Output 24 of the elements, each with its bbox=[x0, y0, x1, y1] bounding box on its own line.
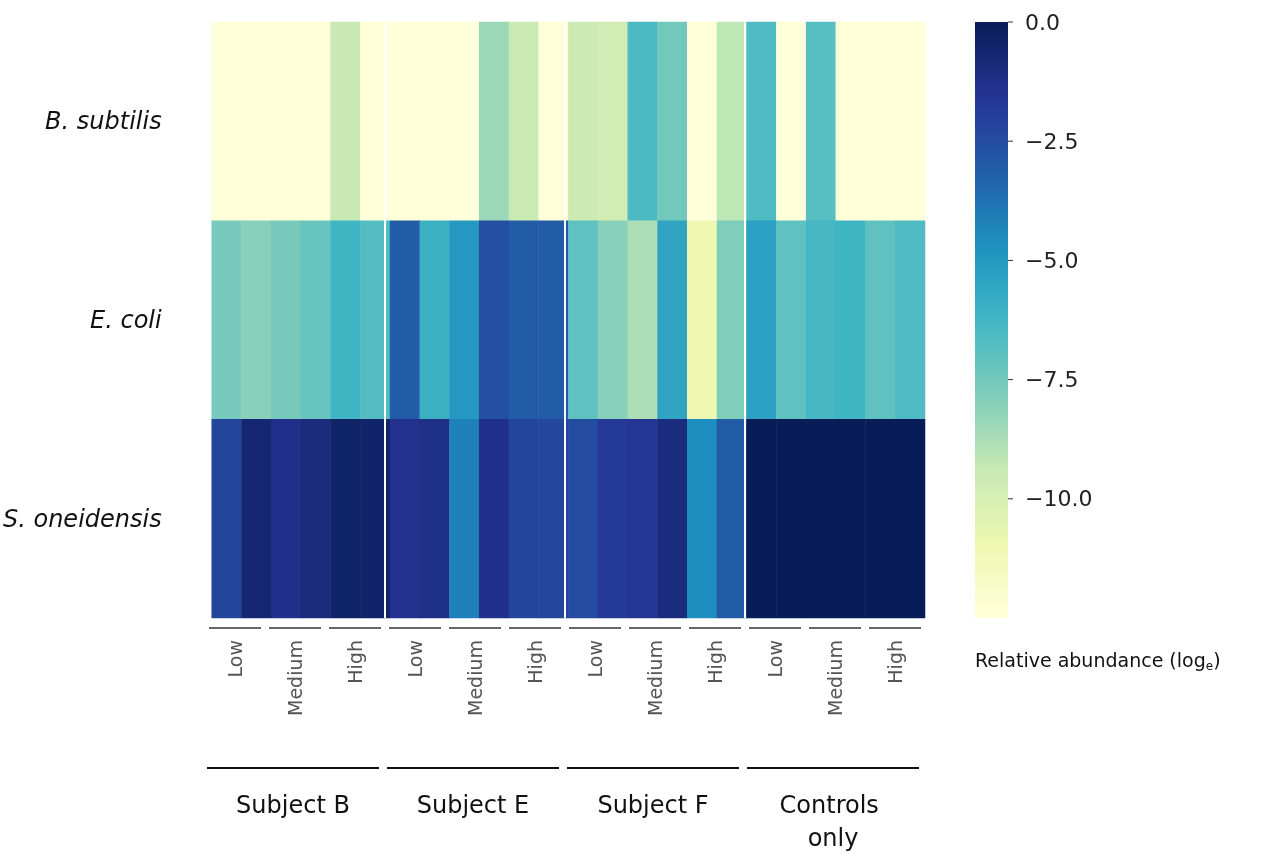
text: Subject E bbox=[416, 790, 530, 819]
x-tick-label: Low bbox=[764, 640, 786, 678]
x-tick-label: Low bbox=[224, 640, 246, 678]
color-bar-label: 0.0 bbox=[1025, 9, 1060, 35]
x-tick-label: High bbox=[704, 640, 726, 684]
text: Subject B bbox=[236, 790, 350, 819]
color-bar-label: −10.0 bbox=[1025, 486, 1093, 512]
text: Controls only bbox=[779, 790, 887, 852]
x-tick-label: Low bbox=[584, 640, 606, 678]
color-bar-label: −2.5 bbox=[1025, 128, 1079, 154]
x-tick-label: Low bbox=[404, 640, 426, 678]
color-bar-label: −7.5 bbox=[1025, 367, 1079, 393]
color-bar-label: −5.0 bbox=[1025, 247, 1079, 273]
y-tick-label: B. subtilis bbox=[45, 107, 162, 136]
x-tick-label: Medium bbox=[644, 640, 666, 716]
x-tick-label: Medium bbox=[824, 640, 846, 716]
text: Subject F bbox=[597, 790, 709, 819]
x-tick-label: High bbox=[524, 640, 546, 684]
x-tick-label: High bbox=[884, 640, 906, 684]
y-tick-label: S. oneidensis bbox=[2, 504, 162, 533]
x-tick-label: Medium bbox=[464, 640, 486, 716]
y-tick-label: E. coli bbox=[90, 306, 163, 334]
x-tick-label: Medium bbox=[284, 640, 306, 716]
x-tick-label: High bbox=[344, 640, 366, 684]
